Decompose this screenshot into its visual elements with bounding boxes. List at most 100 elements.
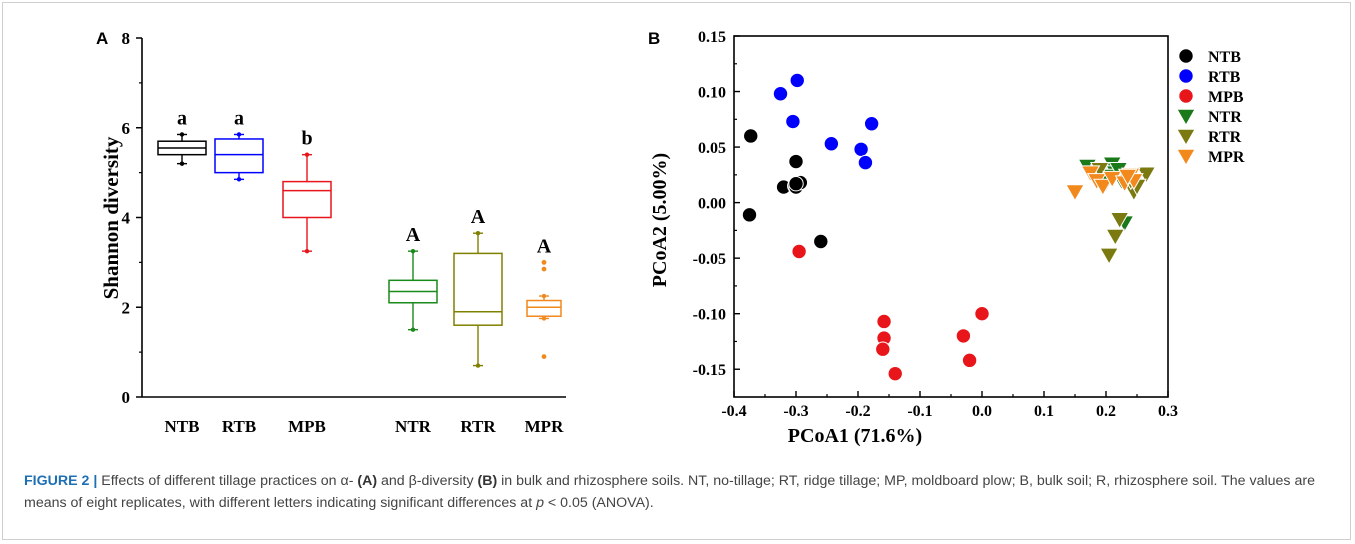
significance-letter: a: [234, 107, 244, 129]
legend-label: MPR: [1208, 149, 1245, 166]
legend-marker: [1176, 148, 1196, 167]
category-label: RTR: [460, 417, 496, 436]
series-mpr: [1065, 165, 1144, 202]
legend-label: NTB: [1208, 49, 1241, 66]
min-marker: [541, 316, 547, 321]
panel-b: B -0.4 -0.3 -0.2 -0.1 0.0 0.1 0.2 0.3 0.150.100…: [648, 29, 1245, 447]
data-point: [743, 128, 759, 144]
box-ntr: A: [388, 224, 438, 332]
panel-a-boxes: a a b A A A: [157, 107, 562, 368]
y-tick-label: 0.10: [698, 85, 726, 102]
y-tick-label: -0.10: [693, 307, 726, 324]
caption-ref-a: (A): [357, 473, 378, 489]
legend-marker: [1178, 68, 1194, 84]
legend-label: RTB: [1208, 69, 1241, 86]
panel-a-label: A: [96, 29, 108, 48]
category-label: NTR: [395, 417, 432, 436]
max-marker: [179, 132, 185, 137]
legend-label: NTR: [1208, 109, 1242, 126]
significance-letter: A: [406, 224, 421, 246]
y-tick-label: 0.15: [698, 29, 726, 46]
min-marker: [410, 327, 416, 332]
min-marker: [236, 177, 242, 182]
significance-letter: b: [301, 128, 312, 150]
box-ntb: a: [157, 107, 207, 166]
box-mpb: b: [282, 128, 332, 254]
data-point: [1117, 168, 1138, 186]
legend-item-mpb: MPB: [1178, 88, 1244, 106]
x-tick-label: 0.1: [1034, 403, 1054, 420]
x-tick-label: 0.2: [1096, 403, 1116, 420]
legend-item-rtr: RTR: [1176, 128, 1242, 147]
y-tick-label: 0.00: [698, 196, 726, 213]
max-marker: [236, 132, 242, 137]
outlier-point: [541, 354, 547, 360]
series-mpb: [791, 243, 990, 382]
data-point: [955, 328, 972, 344]
box-rect: [526, 299, 562, 317]
data-point: [857, 154, 874, 171]
panel-b-label: B: [648, 29, 660, 48]
significance-letter: A: [471, 206, 486, 228]
caption-text-2: and β-diversity: [377, 473, 478, 489]
plot-frame: [733, 35, 1169, 398]
x-tick-label: -0.1: [907, 403, 932, 420]
legend-marker: [1178, 88, 1194, 104]
data-point: [1109, 212, 1130, 230]
panel-b-x-ticks: -0.4 -0.3 -0.2 -0.1 0.0 0.1 0.2 0.3: [721, 391, 1178, 420]
category-label: RTB: [222, 417, 256, 436]
category-label: MPB: [288, 417, 326, 436]
caption-ref-b: (B): [477, 473, 498, 489]
panel-b-legend: NTB RTB MPB NTR RTR MPR: [1176, 48, 1245, 167]
x-tick-label: 0.0: [972, 403, 992, 420]
panel-b-y-axis-label: PCoA2 (5.00%): [649, 153, 671, 287]
data-point: [823, 136, 840, 152]
x-tick-label: -0.3: [783, 403, 808, 420]
panel-a: A 0 2 4 6 8 a a b A A A NTB RTB MPB NTR RTR MPR Shanno…: [96, 29, 566, 436]
legend-marker: [1176, 108, 1196, 127]
data-point: [1093, 178, 1113, 196]
box-mpr: A: [526, 235, 562, 360]
y-tick-label: 0.05: [698, 140, 726, 157]
data-point: [853, 141, 869, 157]
legend-marker: [1178, 48, 1194, 64]
x-tick-label: 0.3: [1158, 403, 1178, 420]
box-rect: [214, 138, 264, 174]
figure-caption: FIGURE 2 | Effects of different tillage …: [24, 470, 1329, 514]
panel-a-axes: [141, 38, 566, 398]
panel-b-x-axis-label: PCoA1 (71.6%): [788, 425, 922, 447]
panel-b-points: [741, 72, 1157, 382]
panel-a-y-axis-label: Shannon diversity: [99, 136, 123, 299]
data-point: [813, 233, 829, 250]
legend-item-ntb: NTB: [1178, 48, 1241, 66]
caption-p: p: [536, 495, 544, 511]
data-point: [875, 341, 891, 357]
data-point: [788, 176, 804, 192]
legend-label: MPB: [1208, 89, 1244, 106]
data-point: [791, 243, 807, 260]
outlier-point: [541, 266, 547, 272]
caption-text-3: in bulk and rhizosphere soils. NT, no-ti…: [24, 473, 1315, 511]
caption-text-1: Effects of different tillage practices o…: [97, 473, 358, 489]
legend-item-rtb: RTB: [1178, 68, 1241, 86]
series-rtb: [772, 72, 880, 171]
max-marker: [410, 248, 416, 254]
legend-item-ntr: NTR: [1176, 108, 1242, 127]
min-marker: [475, 363, 481, 368]
data-point: [772, 86, 789, 102]
data-point: [789, 72, 805, 89]
panel-a-y-ticks: 0 2 4 6 8: [122, 29, 142, 407]
caption-lead: FIGURE 2 |: [24, 473, 98, 489]
category-label: MPR: [525, 417, 564, 436]
category-label: NTB: [165, 417, 200, 436]
data-point: [863, 116, 880, 132]
data-point: [1105, 228, 1126, 246]
legend-marker: [1176, 128, 1196, 147]
box-rtr: A: [453, 206, 503, 368]
data-point: [887, 365, 903, 382]
data-point: [1099, 247, 1119, 265]
box-rect: [453, 252, 503, 326]
max-marker: [304, 152, 310, 157]
data-point: [785, 113, 801, 130]
